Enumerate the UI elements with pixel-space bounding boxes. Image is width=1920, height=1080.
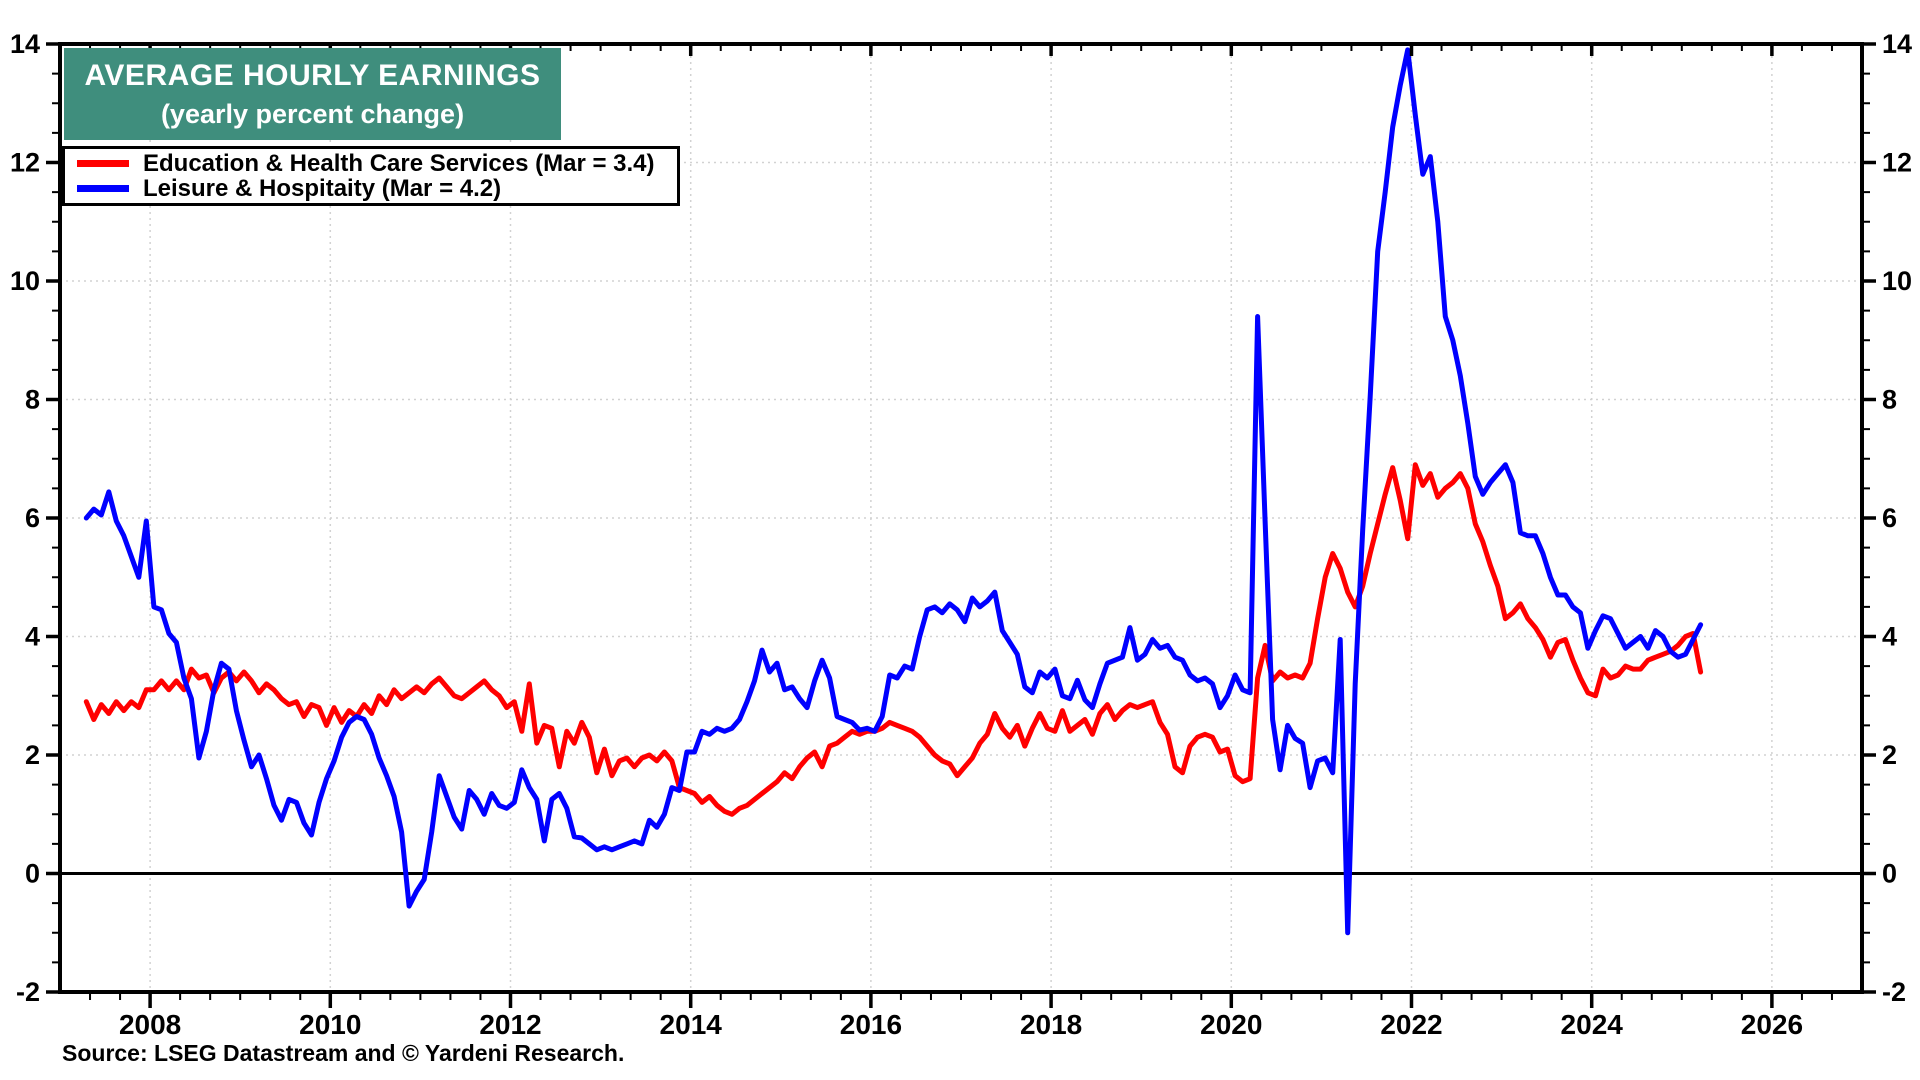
y-axis-tick-label-right: 8 — [1882, 385, 1897, 415]
x-axis-tick-label: 2024 — [1561, 1009, 1624, 1040]
y-axis-tick-label-left: 12 — [10, 148, 40, 178]
education-health-line-swatch — [77, 160, 129, 167]
legend-item-education-health: Education & Health Care Services (Mar = … — [65, 151, 677, 176]
x-axis-tick-label: 2012 — [479, 1009, 541, 1040]
y-axis-tick-label-left: 0 — [25, 859, 40, 889]
y-axis-tick-label-left: 4 — [25, 622, 40, 652]
x-axis-tick-label: 2010 — [299, 1009, 361, 1040]
leisure-hospitality-series-line — [83, 47, 1704, 936]
x-axis-tick-label: 2022 — [1380, 1009, 1442, 1040]
chart-subtitle: (yearly percent change) — [160, 98, 465, 129]
education-health-series-line — [83, 462, 1704, 817]
x-axis-tick-label: 2008 — [119, 1009, 181, 1040]
y-axis-tick-label-left: 2 — [25, 740, 40, 770]
y-axis-tick-label-right: 0 — [1882, 859, 1897, 889]
y-axis-tick-label-right: 10 — [1882, 266, 1912, 296]
x-axis-tick-label: 2014 — [660, 1009, 723, 1040]
x-axis-tick-label: 2018 — [1020, 1009, 1082, 1040]
x-axis-tick-label: 2020 — [1200, 1009, 1262, 1040]
x-axis-tick-label: 2026 — [1741, 1009, 1803, 1040]
y-axis-tick-label-left: 10 — [10, 266, 40, 296]
y-axis-tick-label-right: -2 — [1882, 977, 1906, 1007]
source-note: Source: LSEG Datastream and © Yardeni Re… — [62, 1040, 625, 1066]
y-axis-tick-label-right: 4 — [1882, 622, 1897, 652]
y-axis-tick-label-right: 2 — [1882, 740, 1897, 770]
legend-label-leisure-hospitality: Leisure & Hospitaity (Mar = 4.2) — [143, 174, 502, 202]
legend-label-education-health: Education & Health Care Services (Mar = … — [143, 149, 655, 177]
legend: Education & Health Care Services (Mar = … — [62, 146, 680, 206]
leisure-hospitality-line-swatch — [77, 185, 129, 192]
legend-item-leisure-hospitality: Leisure & Hospitaity (Mar = 4.2) — [65, 176, 677, 201]
y-axis-tick-label-left: 8 — [25, 385, 40, 415]
chart-title: AVERAGE HOURLY EARNINGS — [84, 58, 541, 92]
chart-title-box: AVERAGE HOURLY EARNINGS (yearly percent … — [64, 48, 561, 140]
y-axis-tick-label-right: 6 — [1882, 503, 1897, 533]
y-axis-tick-label-left: 6 — [25, 503, 40, 533]
y-axis-tick-label-right: 12 — [1882, 148, 1912, 178]
x-axis-tick-label: 2016 — [840, 1009, 902, 1040]
y-axis-tick-label-left: -2 — [16, 977, 40, 1007]
y-axis-tick-label-right: 14 — [1882, 29, 1912, 59]
y-axis-tick-label-left: 14 — [10, 29, 40, 59]
